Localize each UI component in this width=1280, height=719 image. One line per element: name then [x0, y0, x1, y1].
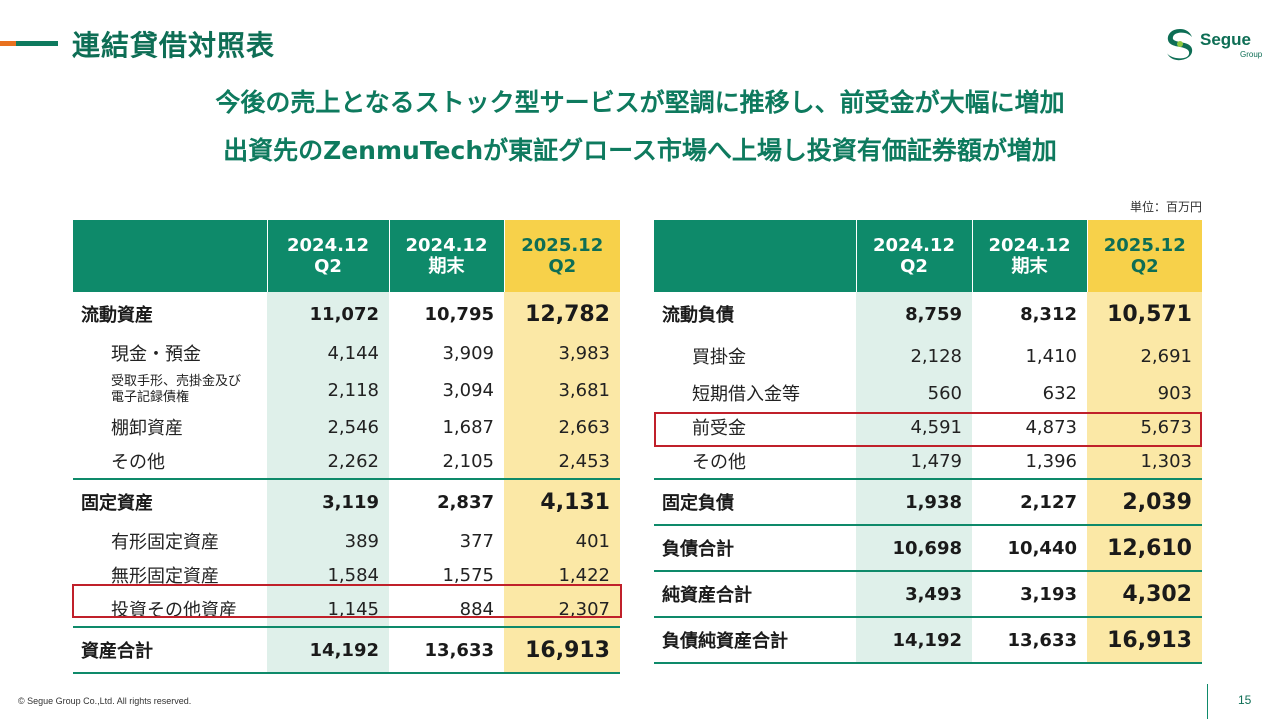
segue-logo-mark-icon — [1167, 29, 1193, 61]
table-row: 短期借入金等 560 632 903 — [654, 376, 1202, 410]
table-row: 無形固定資産 1,584 1,575 1,422 — [73, 558, 620, 592]
table-row: 投資その他資産 1,145 884 2,307 — [73, 592, 620, 627]
table-row: 前受金 4,591 4,873 5,673 — [654, 410, 1202, 444]
header-col-2024-q2: 2024.12 Q2 — [855, 220, 972, 292]
table-row: 有形固定資産 389 377 401 — [73, 524, 620, 558]
header-col-2024-q2: 2024.12 Q2 — [266, 220, 389, 292]
table-row: その他 2,262 2,105 2,453 — [73, 444, 620, 479]
table-row: 資産合計 14,192 13,633 16,913 — [73, 626, 620, 674]
assets-table: 2024.12 Q2 2024.12 期末 2025.12 Q2 流動資産 11,07… — [73, 220, 620, 674]
table-row: 固定負債 1,938 2,127 2,039 — [654, 478, 1202, 525]
liabilities-table: 2024.12 Q2 2024.12 期末 2025.12 Q2 流動負債 8,759… — [654, 220, 1202, 664]
page-number: 15 — [1238, 693, 1252, 707]
table-row: 流動負債 8,759 8,312 10,571 — [654, 292, 1202, 336]
table-row: 流動資産 11,072 10,795 12,782 — [73, 292, 620, 336]
table-row: 負債合計 10,698 10,440 12,610 — [654, 524, 1202, 571]
header-label-cell — [73, 220, 267, 292]
highlight-investments — [72, 584, 622, 618]
header-col-2024-end: 2024.12 期末 — [971, 220, 1087, 292]
unit-label: 単位：百万円 — [1129, 200, 1202, 214]
segue-logo: Segue Group — [1162, 24, 1266, 66]
table-row: 買掛金 2,128 1,410 2,691 — [654, 336, 1202, 376]
table-row: 純資産合計 3,493 3,193 4,302 — [654, 570, 1202, 617]
table-row: 現金・預金 4,144 3,909 3,983 — [73, 336, 620, 370]
table-row: 棚卸資産 2,546 1,687 2,663 — [73, 410, 620, 444]
table-row: 受取手形、売掛金及び 電子記録債権 2,118 3,094 3,681 — [73, 370, 620, 410]
page-number-divider — [1207, 684, 1208, 719]
header-col-2024-end: 2024.12 期末 — [388, 220, 504, 292]
table-row: その他 1,479 1,396 1,303 — [654, 444, 1202, 479]
page-title: 連結貸借対照表 — [72, 29, 276, 62]
headline-line-2: 出資先のZenmuTechが東証グロース市場へ上場し投資有価証券額が増加 — [223, 136, 1057, 165]
header-col-2025-q2: 2025.12 Q2 — [1086, 220, 1202, 292]
header-col-2025-q2: 2025.12 Q2 — [503, 220, 620, 292]
assets-header-row: 2024.12 Q2 2024.12 期末 2025.12 Q2 — [73, 220, 620, 292]
copyright-footer: © Segue Group Co.,Ltd. All rights reserv… — [18, 696, 192, 706]
receivables-label: 受取手形、売掛金及び 電子記録債権 — [111, 374, 242, 405]
headline-line-1: 今後の売上となるストック型サービスが堅調に推移し、前受金が大幅に増加 — [215, 88, 1065, 117]
liabilities-header-row: 2024.12 Q2 2024.12 期末 2025.12 Q2 — [654, 220, 1202, 292]
table-row: 固定資産 3,119 2,837 4,131 — [73, 478, 620, 524]
table-row: 負債純資産合計 14,192 13,633 16,913 — [654, 616, 1202, 664]
header-label-cell — [654, 220, 856, 292]
highlight-advances-received — [654, 412, 1202, 447]
